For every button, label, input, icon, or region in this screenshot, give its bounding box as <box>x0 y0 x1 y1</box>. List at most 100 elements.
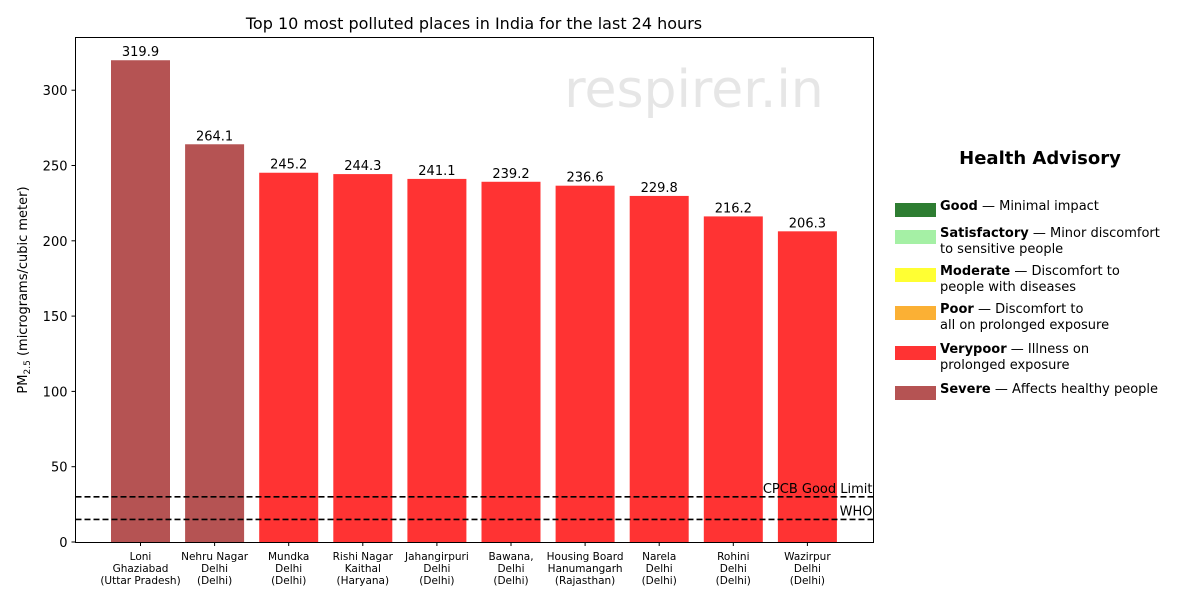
chart-title: Top 10 most polluted places in India for… <box>245 14 702 33</box>
y-tick-label-1: 50 <box>51 461 68 476</box>
x-tick-label-line: Delhi <box>720 563 747 575</box>
x-tick-label-line: Rishi Nagar <box>333 551 394 563</box>
x-tick-label-line: (Rajasthan) <box>555 575 615 587</box>
y-axis-label-sub: 2.5 <box>23 360 33 374</box>
legend-item-severe: Severe — Affects healthy people <box>895 382 1195 418</box>
x-tick-label-line: Housing Board <box>547 551 624 563</box>
bar-value-label-1: 264.1 <box>196 129 233 144</box>
x-tick-label-line: Bawana, <box>488 551 533 563</box>
bar-6 <box>555 185 615 542</box>
bar-1 <box>185 144 245 542</box>
reference-line-label-0: CPCB Good Limit <box>763 482 873 497</box>
x-tick-label-line: Delhi <box>497 563 524 575</box>
legend-title: Health Advisory <box>959 148 1121 169</box>
x-tick-label-line: Narela <box>642 551 676 563</box>
bar-value-label-5: 239.2 <box>492 167 529 182</box>
bar-value-label-6: 236.6 <box>566 171 603 186</box>
legend-category-name: Verypoor <box>940 342 1007 357</box>
y-tick-label-3: 150 <box>43 310 68 325</box>
legend-text: Verypoor — Illness on prolonged exposure <box>940 342 1190 374</box>
plot-frame <box>75 37 874 543</box>
x-tick-label-line: Jahangirpuri <box>404 551 469 563</box>
legend-category-name: Good <box>940 199 978 214</box>
x-tick-label-line: Kaithal <box>345 563 381 575</box>
x-tick-label-line: Delhi <box>646 563 673 575</box>
x-tick-label-line: (Uttar Pradesh) <box>100 575 180 587</box>
watermark: respirer.in <box>564 60 824 120</box>
x-tick-label-1: Nehru Nagar Delhi (Delhi) <box>181 551 249 587</box>
legend-description: — Discomfort to <box>973 302 1084 317</box>
bar-4 <box>407 178 467 543</box>
x-tick-label-line: (Haryana) <box>337 575 390 587</box>
legend-description: — Discomfort to <box>1010 264 1120 279</box>
legend-category-name: Severe <box>940 382 991 397</box>
legend-swatch <box>895 268 936 282</box>
x-tick-label-2: Mundka Delhi (Delhi) <box>268 551 309 587</box>
x-tick-label-line: Delhi <box>201 563 228 575</box>
x-tick-label-line: (Delhi) <box>790 575 825 587</box>
legend-swatch <box>895 386 936 400</box>
x-tick-label-line: Mundka <box>268 551 309 563</box>
bar-value-label-7: 229.8 <box>641 181 678 196</box>
bar-3 <box>333 174 393 542</box>
bar-9 <box>777 231 837 542</box>
legend-text: Poor — Discomfort to all on prolonged exp… <box>940 302 1190 334</box>
legend-item-poor: Poor — Discomfort to all on prolonged exp… <box>895 302 1195 338</box>
x-tick-label-9: Wazirpur Delhi (Delhi) <box>784 551 831 587</box>
legend-item-moderate: Moderate — Discomfort to people with dise… <box>895 264 1195 300</box>
x-tick-label-line: Loni <box>130 551 152 563</box>
legend-text: Satisfactory — Minor discomfort to sensit… <box>940 226 1190 258</box>
x-tick-label-line: (Delhi) <box>642 575 677 587</box>
legend-swatch <box>895 306 936 320</box>
bar-value-label-0: 319.9 <box>122 45 159 60</box>
bar-value-label-9: 206.3 <box>789 216 826 231</box>
legend-description-continued: all on prolonged exposure <box>940 318 1110 333</box>
bar-value-label-8: 216.2 <box>715 201 752 216</box>
y-tick-label-2: 100 <box>43 385 68 400</box>
x-tick-label-line: Delhi <box>275 563 302 575</box>
legend-description: — Minimal impact <box>977 199 1099 214</box>
legend-category-name: Satisfactory <box>940 226 1029 241</box>
x-tick-label-line: Nehru Nagar <box>181 551 249 563</box>
x-tick-label-line: Rohini <box>717 551 749 563</box>
legend-text: Good — Minimal impact <box>940 199 1190 215</box>
bar-value-label-3: 244.3 <box>344 159 381 174</box>
legend-description-continued: people with diseases <box>940 280 1077 295</box>
legend-description-continued: prolonged exposure <box>940 358 1070 373</box>
x-tick-label-line: Delhi <box>423 563 450 575</box>
x-tick-label-3: Rishi Nagar Kaithal (Haryana) <box>333 551 394 587</box>
y-tick-label-0: 0 <box>59 536 67 551</box>
legend-swatch <box>895 203 936 217</box>
x-tick-label-5: Bawana, Delhi (Delhi) <box>488 551 533 587</box>
legend-description: — Illness on <box>1006 342 1090 357</box>
x-tick-label-6: Housing Board Hanumangarh (Rajasthan) <box>547 551 624 587</box>
y-axis-label-rest: (micrograms/cubic meter) <box>16 186 31 360</box>
bar-0 <box>111 60 170 543</box>
x-tick-label-line: Delhi <box>794 563 821 575</box>
bar-value-label-2: 245.2 <box>270 158 307 173</box>
bar-value-label-4: 241.1 <box>418 164 455 179</box>
x-tick-label-0: Loni Ghaziabad (Uttar Pradesh) <box>100 551 180 587</box>
bar-5 <box>481 181 541 542</box>
x-tick-label-4: Jahangirpuri Delhi (Delhi) <box>404 551 469 587</box>
reference-line-label-1: WHO <box>840 504 873 519</box>
bar-8 <box>703 216 763 543</box>
bar-7 <box>629 195 689 543</box>
x-tick-label-line: Wazirpur <box>784 551 831 563</box>
y-tick-label-4: 200 <box>43 235 68 250</box>
x-tick-label-line: (Delhi) <box>271 575 306 587</box>
legend-swatch <box>895 346 936 360</box>
x-tick-label-8: Rohini Delhi (Delhi) <box>716 551 751 587</box>
x-tick-label-line: (Delhi) <box>716 575 751 587</box>
legend-swatch <box>895 230 936 244</box>
x-tick-label-line: Hanumangarh <box>548 563 623 575</box>
legend-description: — Affects healthy people <box>990 382 1159 397</box>
legend-category-name: Poor <box>940 302 974 317</box>
legend-description-continued: to sensitive people <box>940 242 1064 257</box>
bar-2 <box>259 172 319 542</box>
legend-category-name: Moderate <box>940 264 1011 279</box>
y-tick-label-6: 300 <box>43 84 68 99</box>
legend-item-good: Good — Minimal impact <box>895 199 1195 235</box>
x-tick-label-7: Narela Delhi (Delhi) <box>642 551 677 587</box>
